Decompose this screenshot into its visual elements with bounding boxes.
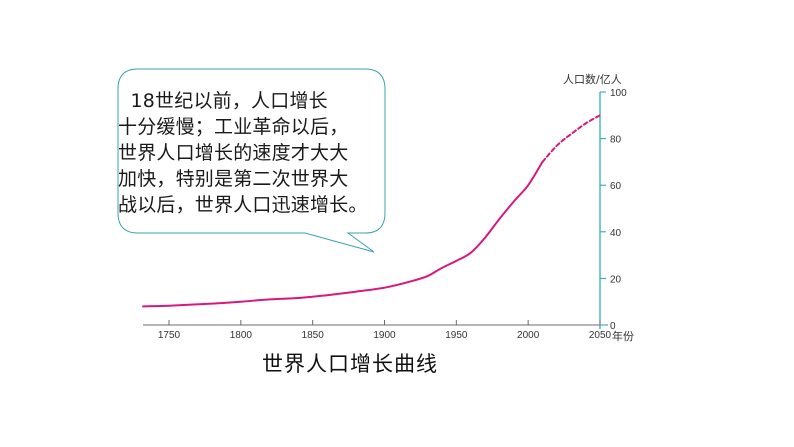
y-axis-ticks: 0 20 40 60 80 100 — [600, 88, 627, 332]
y-tick-label: 60 — [610, 181, 622, 192]
population-line — [142, 160, 544, 308]
projection-line — [541, 114, 601, 163]
y-tick-label: 0 — [610, 321, 616, 332]
x-axis-ticks: 1750 1800 1850 1900 1950 2000 2050 — [158, 320, 612, 341]
speech-bubble — [117, 68, 386, 253]
y-tick-label: 100 — [610, 88, 627, 99]
x-axis-title: 年份 — [612, 329, 634, 343]
y-tick-label: 80 — [610, 135, 622, 146]
x-tick-label: 2050 — [589, 330, 612, 341]
y-tick-label: 40 — [610, 228, 622, 239]
y-axis-title: 人口数/亿人 — [563, 73, 622, 86]
x-tick-label: 1800 — [230, 330, 253, 341]
chart-title: 世界人口增长曲线 — [262, 352, 438, 376]
plot-series — [142, 114, 601, 308]
x-tick-label: 1900 — [373, 330, 396, 341]
callout-text: 18世纪以前，人口增长 十分缓慢；工业革命以后， 世界人口增长的速度才大大 加快… — [118, 90, 368, 216]
y-tick-label: 20 — [610, 274, 622, 285]
x-tick-label: 1850 — [302, 330, 325, 341]
x-tick-label: 1750 — [158, 330, 181, 341]
x-tick-label: 1950 — [445, 330, 468, 341]
x-tick-label: 2000 — [517, 330, 540, 341]
